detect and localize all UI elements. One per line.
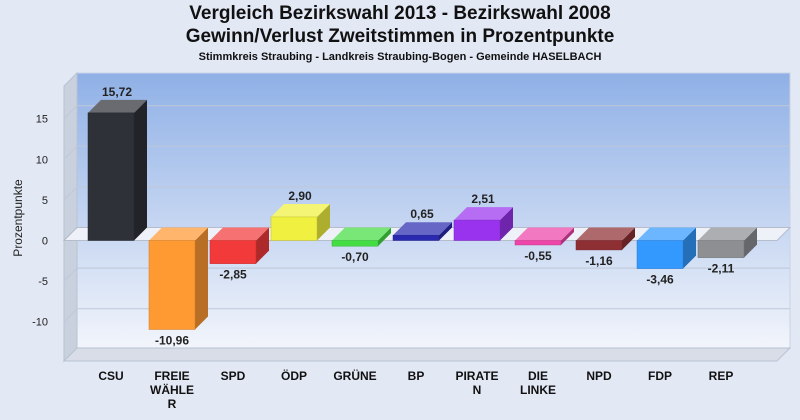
bar-top — [88, 99, 147, 113]
data-label: -0,70 — [341, 250, 369, 264]
bar — [331, 240, 379, 247]
x-tick-label: PIRATE — [455, 369, 498, 383]
chart-title-block: Vergleich Bezirkswahl 2013 - Bezirkswahl… — [0, 2, 800, 63]
bar-side — [622, 227, 635, 250]
y-tick-label: -5 — [38, 276, 48, 288]
x-tick-label: SPD — [221, 369, 246, 383]
bar-top — [210, 227, 269, 241]
bar-top — [515, 227, 574, 241]
x-tick-label: R — [168, 397, 177, 411]
data-label: 0,65 — [410, 207, 434, 221]
bar-top — [393, 222, 452, 236]
gridline — [63, 105, 790, 120]
bar-side — [256, 227, 269, 264]
bar-top — [271, 203, 330, 217]
y-tick-label: -10 — [32, 317, 48, 329]
bar-top — [149, 227, 208, 241]
bar — [636, 240, 684, 269]
x-tick-label: NPD — [586, 369, 612, 383]
x-tick-label: DIE — [528, 369, 548, 383]
bar — [392, 234, 440, 241]
bar — [514, 240, 562, 246]
bar — [209, 240, 257, 264]
bar-side — [683, 227, 696, 269]
bar — [270, 216, 318, 241]
data-label: -3,46 — [646, 273, 674, 287]
bar-side — [134, 99, 147, 241]
data-label: -2,11 — [708, 262, 735, 276]
y-axis-label: Prozentpunkte — [11, 179, 25, 257]
x-tick-label: LINKE — [520, 383, 556, 397]
data-label: -10,96 — [155, 333, 189, 347]
chart-subtitle: Stimmkreis Straubing - Landkreis Straubi… — [198, 51, 602, 63]
x-tick-label: REP — [709, 369, 734, 383]
bar-top — [454, 207, 513, 221]
x-tick-label: FDP — [648, 369, 672, 383]
bar-top — [332, 227, 391, 241]
bar-top — [576, 227, 635, 241]
x-tick-label: GRÜNE — [333, 368, 376, 383]
bar-side — [317, 203, 330, 241]
gridline — [63, 267, 790, 282]
bar-side — [500, 207, 513, 241]
bar — [697, 240, 745, 258]
gridline — [63, 308, 790, 323]
x-tick-label: N — [473, 383, 482, 397]
bar — [453, 219, 501, 241]
y-tick-label: 15 — [36, 114, 48, 126]
gridline — [63, 186, 790, 201]
data-label: 15,72 — [102, 85, 132, 99]
y-tick-label: 0 — [42, 236, 48, 248]
data-label: -1,16 — [585, 254, 613, 268]
x-tick-label: BP — [408, 369, 425, 383]
bar-side — [439, 222, 452, 241]
gridline — [63, 145, 790, 160]
x-tick-label: CSU — [98, 369, 123, 383]
bar-top — [637, 227, 696, 241]
bar — [148, 240, 196, 330]
bar — [575, 240, 623, 251]
y-tick-label: 10 — [36, 154, 48, 166]
data-label: -2,85 — [219, 268, 247, 282]
y-tick-label: 5 — [42, 195, 48, 207]
bar-side — [378, 227, 391, 247]
bar-side — [744, 227, 757, 258]
data-label: 2,51 — [471, 192, 495, 206]
plot-floor — [62, 347, 792, 362]
data-label: -0,55 — [524, 249, 552, 263]
bar-side — [195, 227, 208, 330]
chart-title-2: Gewinn/Verlust Zweitstimmen in Prozentpu… — [185, 26, 615, 47]
x-tick-label: WÄHLE — [150, 382, 194, 397]
bar-side — [561, 227, 574, 245]
x-tick-label: ÖDP — [281, 368, 307, 383]
x-tick-label: FREIE — [154, 369, 189, 383]
chart-title: Vergleich Bezirkswahl 2013 - Bezirkswahl… — [189, 3, 611, 24]
bar-top — [698, 227, 757, 241]
bar — [87, 112, 135, 241]
data-label: 2,90 — [288, 189, 312, 203]
